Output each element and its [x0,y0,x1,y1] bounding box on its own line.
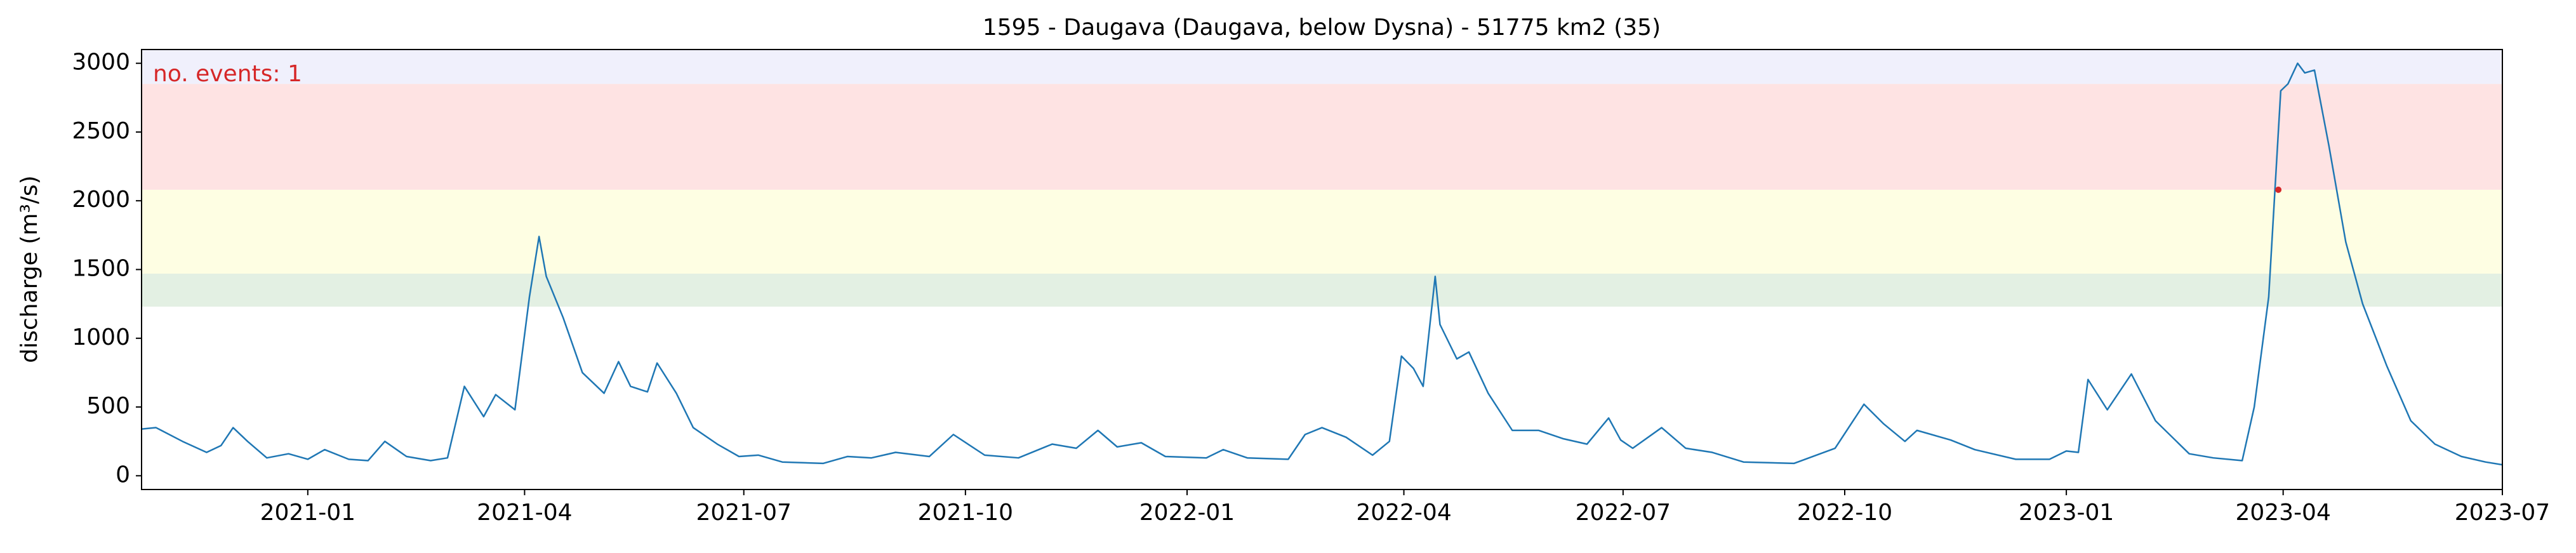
x-tick-label: 2023-04 [2235,500,2330,526]
y-tick-label: 0 [116,462,130,488]
x-tick-label: 2023-01 [2019,500,2114,526]
x-tick-label: 2021-04 [477,500,572,526]
y-tick-label: 500 [86,393,130,419]
x-tick-label: 2022-10 [1797,500,1892,526]
x-tick-label: 2022-04 [1356,500,1451,526]
x-tick-label: 2023-07 [2455,500,2550,526]
y-tick-label: 3000 [72,50,130,76]
x-tick-label: 2021-07 [696,500,792,526]
y-tick-label: 2000 [72,187,130,213]
event-point [2275,186,2282,193]
chart-title: 1595 - Daugava (Daugava, below Dysna) - … [983,15,1661,41]
threshold-band [142,84,2502,190]
y-tick-label: 1500 [72,256,130,282]
x-tick-label: 2022-01 [1139,500,1235,526]
discharge-line [141,62,2503,466]
x-tick-label: 2021-01 [260,500,355,526]
threshold-band [142,50,2502,84]
events-annotation: no. events: 1 [153,61,302,87]
x-tick-label: 2022-07 [1576,500,1671,526]
threshold-band [142,189,2502,274]
y-tick-label: 2500 [72,118,130,144]
x-tick-label: 2021-10 [918,500,1013,526]
y-tick-label: 1000 [72,324,130,350]
y-axis-label: discharge (m³/s) [17,175,43,363]
threshold-band [142,273,2502,307]
